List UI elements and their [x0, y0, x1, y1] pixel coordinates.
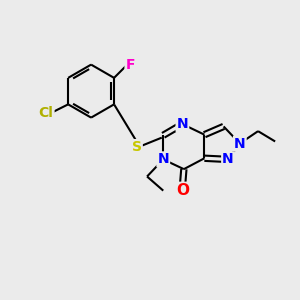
- Text: N: N: [222, 152, 234, 167]
- Text: N: N: [177, 117, 188, 131]
- Text: F: F: [125, 58, 135, 72]
- Text: N: N: [158, 152, 169, 167]
- Text: N: N: [234, 136, 246, 151]
- Text: S: S: [132, 140, 142, 154]
- Text: O: O: [176, 183, 189, 198]
- Text: Cl: Cl: [39, 106, 53, 120]
